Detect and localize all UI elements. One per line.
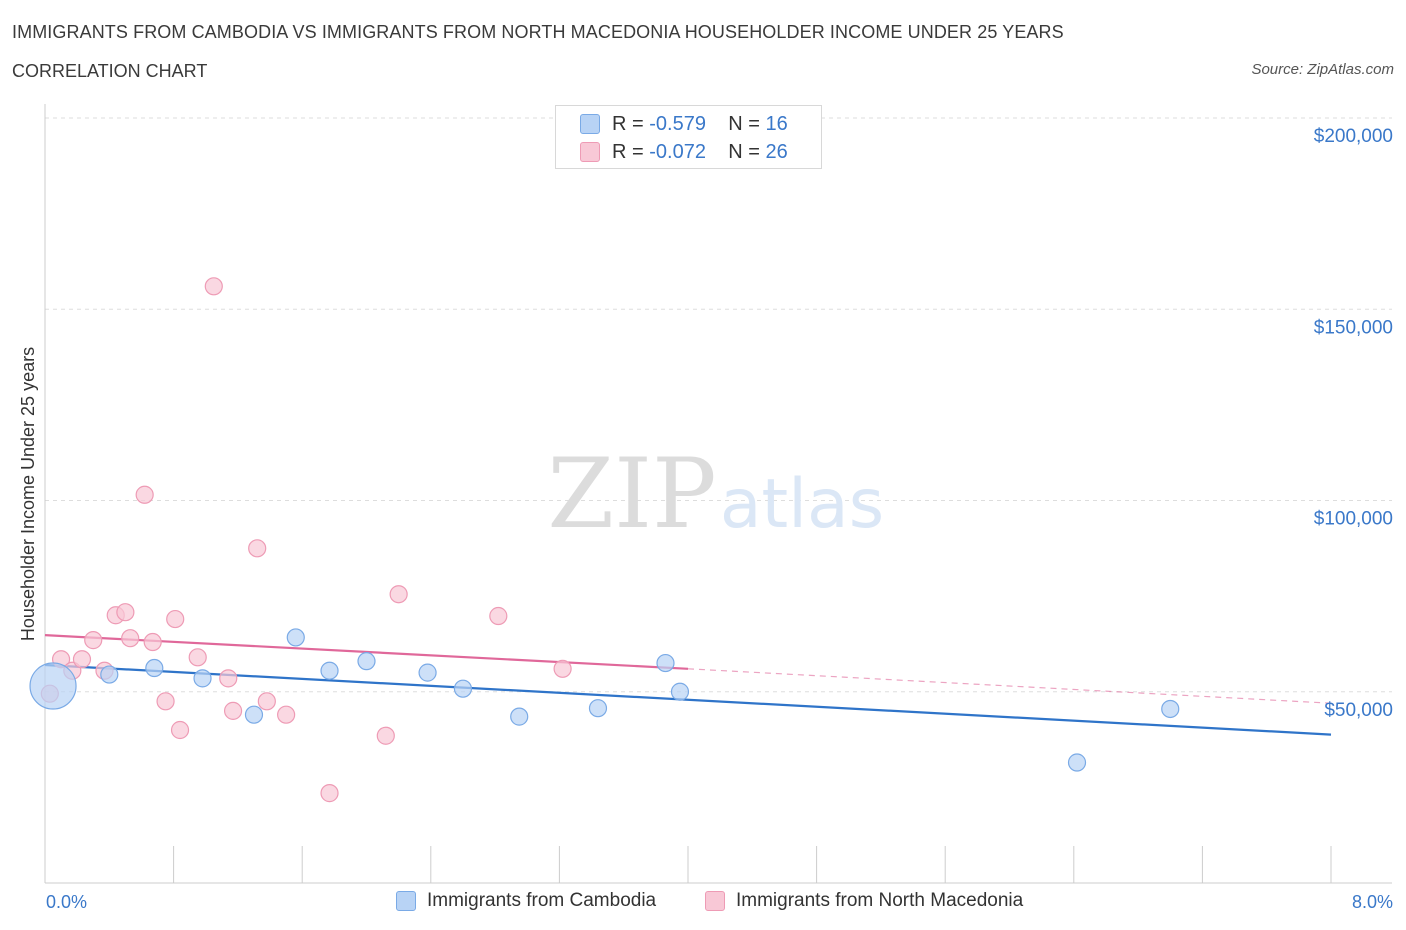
watermark-zip: ZIP	[547, 438, 716, 550]
legend-r-value: -0.072	[649, 140, 706, 163]
correlation-legend: R = -0.579 N = 16 R = -0.072 N = 26	[555, 105, 822, 169]
cambodia-point[interactable]	[145, 658, 164, 678]
cambodia-point[interactable]	[1161, 699, 1180, 719]
macedonia-point[interactable]	[188, 648, 207, 667]
macedonia-point[interactable]	[553, 659, 572, 678]
macedonia-point[interactable]	[257, 692, 276, 711]
macedonia-point[interactable]	[156, 692, 175, 711]
macedonia-point[interactable]	[166, 609, 185, 629]
legend-r-value: -0.579	[649, 112, 706, 135]
cambodia-point[interactable]	[29, 662, 77, 710]
macedonia-point[interactable]	[389, 585, 408, 604]
chart-title: IMMIGRANTS FROM CAMBODIA VS IMMIGRANTS F…	[12, 22, 1064, 42]
macedonia-point[interactable]	[320, 784, 339, 803]
legend-r-label: R =	[612, 112, 644, 135]
macedonia-point[interactable]	[376, 726, 395, 745]
watermark: ZIP atlas	[547, 438, 884, 550]
cambodia-point[interactable]	[100, 665, 119, 684]
source-label: Source: ZipAtlas.com	[1251, 61, 1394, 78]
legend-label-cambodia: Immigrants from Cambodia	[427, 890, 657, 911]
cambodia-point[interactable]	[656, 653, 675, 673]
cambodia-point[interactable]	[320, 661, 339, 680]
y-axis-label: Householder Income Under 25 years	[18, 347, 38, 641]
legend-swatch-cambodia	[580, 114, 600, 134]
macedonia-trend-extension	[687, 668, 1332, 704]
macedonia-point[interactable]	[489, 606, 508, 626]
axis-labels: $50,000 $100,000 $150,000 $200,000 0.0% 8.0%	[46, 126, 1393, 912]
legend-swatch-macedonia	[705, 891, 725, 911]
legend-item-macedonia[interactable]: Immigrants from North Macedonia	[705, 890, 1023, 912]
macedonia-point[interactable]	[143, 632, 162, 652]
series-legend: Immigrants from Cambodia Immigrants from…	[0, 890, 1406, 916]
cambodia-point[interactable]	[418, 663, 437, 682]
grid-lines	[45, 117, 1392, 693]
chart-subtitle: CORRELATION CHART	[12, 61, 208, 81]
macedonia-point[interactable]	[121, 629, 140, 648]
macedonia-point[interactable]	[219, 669, 238, 688]
legend-label-macedonia: Immigrants from North Macedonia	[736, 890, 1024, 911]
y-tick-label: $50,000	[1324, 700, 1393, 721]
y-tick-label: $200,000	[1314, 126, 1393, 147]
macedonia-point[interactable]	[170, 720, 190, 740]
legend-row-cambodia: R = -0.579 N = 16	[580, 111, 788, 137]
cambodia-point[interactable]	[453, 679, 473, 698]
legend-n-label: N =	[728, 112, 760, 135]
cambodia-point[interactable]	[510, 707, 529, 726]
cambodia-point[interactable]	[588, 699, 608, 718]
cambodia-trend-line	[44, 663, 1332, 736]
data-points	[29, 277, 1180, 803]
macedonia-point[interactable]	[223, 701, 243, 720]
axes	[44, 104, 1392, 884]
legend-swatch-macedonia	[580, 142, 600, 162]
cambodia-point[interactable]	[244, 705, 264, 724]
trend-lines	[44, 634, 1332, 736]
legend-r-label: R =	[612, 140, 644, 163]
legend-item-cambodia[interactable]: Immigrants from Cambodia	[396, 890, 656, 912]
cambodia-point[interactable]	[670, 682, 690, 701]
cambodia-point[interactable]	[357, 652, 376, 671]
macedonia-point[interactable]	[72, 650, 92, 669]
legend-n-label: N =	[728, 140, 760, 163]
macedonia-point[interactable]	[248, 539, 267, 558]
legend-n-value: 16	[765, 112, 788, 135]
cambodia-point[interactable]	[286, 628, 305, 647]
x-tick-label: 8.0%	[1352, 892, 1393, 912]
cambodia-point[interactable]	[193, 669, 212, 688]
macedonia-point[interactable]	[135, 485, 154, 504]
macedonia-point[interactable]	[84, 631, 103, 650]
legend-n-value: 26	[765, 140, 788, 163]
x-tick-label: 0.0%	[46, 892, 87, 912]
y-tick-label: $150,000	[1314, 317, 1393, 338]
legend-row-macedonia: R = -0.072 N = 26	[580, 139, 788, 165]
macedonia-point[interactable]	[116, 603, 135, 622]
macedonia-point[interactable]	[277, 705, 296, 724]
legend-swatch-cambodia	[396, 891, 416, 911]
cambodia-point[interactable]	[1067, 753, 1087, 772]
y-tick-label: $100,000	[1314, 509, 1393, 530]
macedonia-point[interactable]	[204, 277, 223, 296]
watermark-atlas: atlas	[720, 465, 884, 544]
